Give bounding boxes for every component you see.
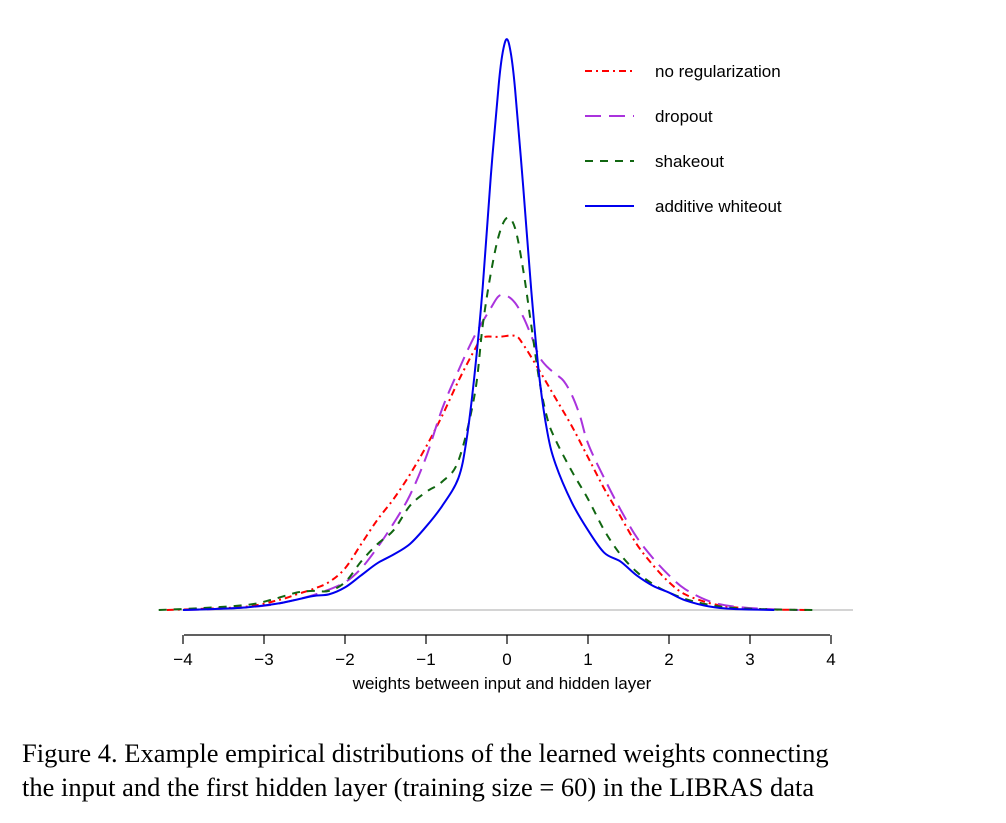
x-tick-label: 3: [745, 650, 754, 669]
x-tick-label: 1: [583, 650, 592, 669]
caption-line-1: Figure 4. Example empirical distribution…: [22, 738, 829, 768]
x-tick-label: −2: [335, 650, 354, 669]
figure-caption: Figure 4. Example empirical distribution…: [22, 736, 992, 804]
series-line-additive-whiteout: [182, 38, 775, 611]
legend-label-shakeout: shakeout: [655, 152, 724, 171]
x-tick-label: 4: [826, 650, 835, 669]
x-tick-label: −4: [173, 650, 192, 669]
x-tick-label: −1: [416, 650, 435, 669]
x-axis-label: weights between input and hidden layer: [352, 674, 652, 693]
x-axis: −4 −3 −2 −1 0 1 2 3 4 weights between input and …: [173, 634, 836, 693]
x-ticks: −4 −3 −2 −1 0 1 2 3 4: [173, 635, 836, 669]
x-tick-label: 2: [664, 650, 673, 669]
legend: no regularization dropout shakeout additive…: [585, 62, 782, 216]
caption-line-2: the input and the first hidden layer (tr…: [22, 772, 815, 802]
x-tick-label: −3: [254, 650, 273, 669]
series-line-dropout: [182, 293, 799, 611]
x-tick-label: 0: [502, 650, 511, 669]
legend-label-additive-whiteout: additive whiteout: [655, 197, 782, 216]
density-curves: [158, 38, 815, 611]
legend-label-dropout: dropout: [655, 107, 713, 126]
series-line-shakeout: [158, 216, 815, 611]
series-line-no-regularization: [166, 334, 811, 611]
density-chart: −4 −3 −2 −1 0 1 2 3 4 weights between input and …: [158, 38, 853, 693]
legend-label-no-regularization: no regularization: [655, 62, 781, 81]
